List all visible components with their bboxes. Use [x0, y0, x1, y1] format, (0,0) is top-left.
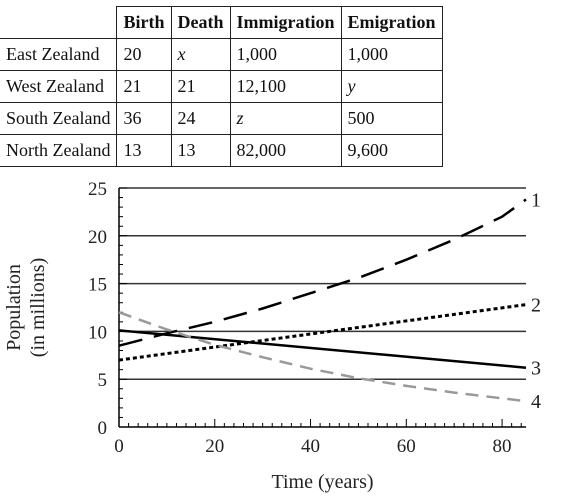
table-cell: 13: [170, 134, 231, 167]
column-header-death: Death: [170, 6, 231, 39]
series-line-3: [118, 329, 527, 369]
rates-table: Birth Death Immigration Emigration East Zea…: [0, 6, 443, 167]
x-tick-label: 40: [301, 436, 320, 457]
series-label: 1: [531, 189, 541, 211]
row-label: North Zealand: [0, 134, 118, 167]
table-cell: 36: [116, 102, 172, 135]
column-header-immigration: Immigration: [229, 6, 342, 39]
table-body: East Zealand 20 x 1,000 1,000 West Zealand 21 2…: [0, 38, 443, 167]
y-tick-label: 5: [98, 370, 108, 391]
table-cell: 500: [340, 102, 443, 135]
table-cell: z: [229, 102, 342, 135]
table-cell: 21: [116, 70, 172, 103]
table-cell: 1,000: [229, 38, 342, 71]
y-tick-label: 0: [98, 418, 108, 439]
row-label: South Zealand: [0, 102, 118, 135]
table-cell: 20: [116, 38, 172, 71]
table-cell: y: [340, 70, 443, 103]
table-cell: 12,100: [229, 70, 342, 103]
table-cell: 24: [170, 102, 231, 135]
series-line-2: [118, 303, 527, 362]
y-tick-label: 20: [88, 227, 107, 248]
table-cell: 9,600: [340, 134, 443, 167]
row-label: West Zealand: [0, 70, 118, 103]
table-row: North Zealand 13 13 82,000 9,600: [0, 134, 443, 167]
x-tick-label: 0: [114, 436, 124, 457]
x-tick-label: 60: [397, 436, 416, 457]
table-header-row: Birth Death Immigration Emigration: [0, 6, 443, 39]
y-axis-label-line: Population: [3, 264, 25, 351]
series-line-4: [118, 311, 527, 403]
table-cell: 1,000: [340, 38, 443, 71]
series-label: 4: [531, 391, 541, 413]
x-tick-label: 20: [205, 436, 224, 457]
series-label: 3: [531, 358, 541, 380]
series-line-1: [118, 198, 527, 347]
series-label: 2: [531, 295, 541, 317]
table-row: East Zealand 20 x 1,000 1,000: [0, 38, 443, 71]
table-cell: 82,000: [229, 134, 342, 167]
y-axis-label-line: (in millions): [27, 258, 49, 357]
table-cell: 13: [116, 134, 172, 167]
column-header-birth: Birth: [116, 6, 172, 39]
row-label: East Zealand: [0, 38, 118, 71]
y-tick-label: 15: [88, 275, 107, 296]
table-row: West Zealand 21 21 12,100 y: [0, 70, 443, 103]
table-row: South Zealand 36 24 z 500: [0, 102, 443, 135]
y-tick-label: 25: [88, 179, 107, 200]
table-corner-cell: [0, 7, 117, 39]
table-cell: 21: [170, 70, 231, 103]
y-tick-label: 10: [88, 322, 107, 343]
x-axis-label: Time (years): [271, 471, 373, 493]
table-cell: x: [170, 38, 231, 71]
column-header-emigration: Emigration: [340, 6, 443, 39]
x-tick-label: 80: [493, 436, 512, 457]
y-axis-label: Population (in millions): [3, 258, 49, 357]
population-chart: 0 5 10 15 20 25 0 20 40 60 80 Time (years) Populatio…: [3, 179, 541, 493]
